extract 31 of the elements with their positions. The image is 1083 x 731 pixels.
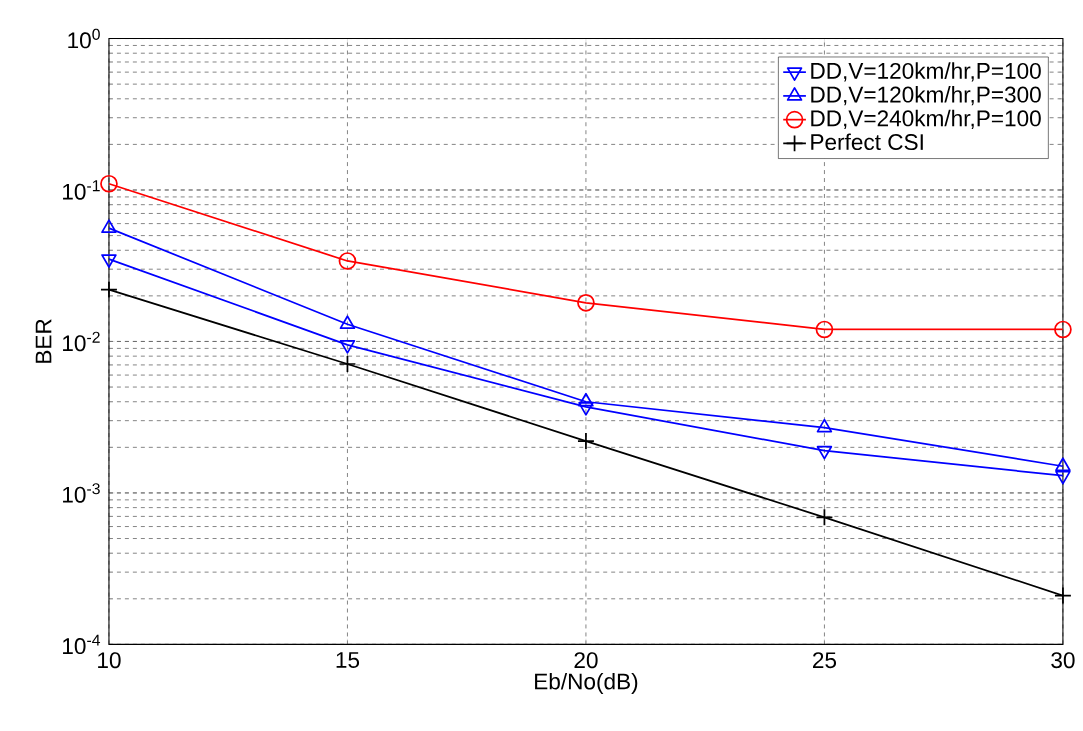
point <box>101 219 117 234</box>
point <box>577 432 595 451</box>
point <box>339 315 356 330</box>
point <box>816 445 833 460</box>
point <box>815 320 834 339</box>
point <box>1055 457 1071 472</box>
x-tick-label: 20 <box>574 652 598 669</box>
point <box>338 252 357 270</box>
point <box>815 508 834 527</box>
legend-label: DD,V=240km/hr,P=100 <box>811 109 1041 130</box>
legend-label: DD,V=120km/hr,P=100 <box>811 62 1041 82</box>
point <box>578 393 594 407</box>
point <box>1055 470 1071 485</box>
point <box>1054 586 1072 605</box>
legend-label: DD,V=120km/hr,P=300 <box>811 86 1041 106</box>
x-tick-label: 25 <box>813 652 837 669</box>
y-tick-label: 10$^{0}$ <box>68 28 100 49</box>
legend-label: Perfect CSI <box>811 133 923 151</box>
point <box>338 355 357 373</box>
x-tick-label: 30 <box>1051 652 1075 669</box>
y-axis-title: BER <box>35 319 52 363</box>
point <box>577 294 595 312</box>
x-axis-title: Eb/No(dB) <box>535 673 638 695</box>
y-tick-label: 10$^{-1}$ <box>63 180 100 200</box>
y-tick-label: 10$^{-3}$ <box>63 483 100 503</box>
y-tick-label: 10$^{-2}$ <box>63 331 100 352</box>
x-tick-label: 10 <box>98 652 121 669</box>
point <box>1054 320 1072 339</box>
point <box>100 175 118 193</box>
x-tick-label: 15 <box>336 652 360 669</box>
point <box>100 280 118 299</box>
